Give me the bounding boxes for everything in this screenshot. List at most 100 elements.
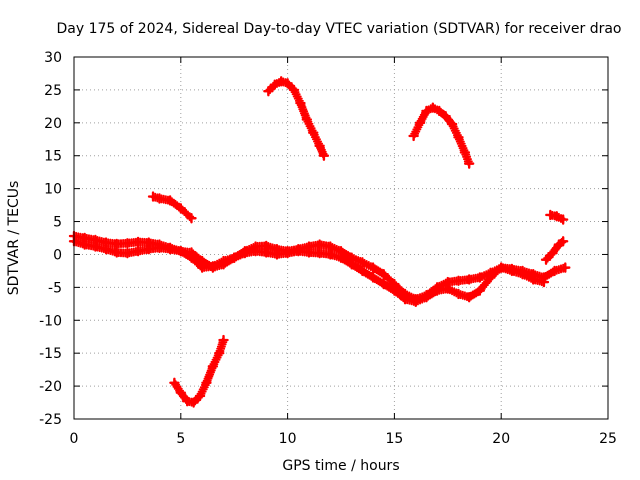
data-point bbox=[79, 239, 90, 250]
data-point bbox=[188, 397, 199, 408]
series-arc-h bbox=[540, 236, 569, 265]
data-point bbox=[169, 377, 180, 388]
data-point bbox=[90, 241, 101, 252]
series-arc-f bbox=[408, 102, 475, 169]
data-point bbox=[282, 247, 293, 259]
data-point bbox=[132, 245, 144, 257]
data-point bbox=[357, 257, 368, 268]
data-point bbox=[346, 259, 357, 270]
data-point bbox=[506, 265, 518, 277]
data-point bbox=[421, 105, 432, 117]
data-point bbox=[293, 245, 304, 257]
data-point bbox=[414, 117, 426, 129]
series-arc-e bbox=[263, 76, 330, 161]
data-point bbox=[410, 296, 421, 308]
data-point bbox=[517, 269, 528, 280]
y-tick-label: -20 bbox=[39, 379, 62, 395]
data-point bbox=[540, 254, 552, 265]
data-point bbox=[275, 76, 287, 87]
data-point bbox=[288, 84, 300, 96]
data-point bbox=[551, 211, 562, 222]
data-point bbox=[308, 127, 319, 138]
data-point bbox=[154, 193, 165, 204]
x-tick-label: 15 bbox=[385, 431, 403, 447]
data-point bbox=[463, 158, 475, 169]
axis-ticks: 0 5 10 15 20 25 -25 -20 -15 -10 -5 0 5 10 15 20 25 30 bbox=[39, 50, 617, 447]
data-point bbox=[314, 247, 325, 259]
series-arc-g bbox=[545, 209, 569, 225]
data-point bbox=[496, 262, 507, 273]
data-point bbox=[549, 265, 560, 277]
data-point bbox=[164, 195, 176, 206]
data-point bbox=[271, 249, 283, 260]
data-point bbox=[196, 255, 208, 267]
data-point bbox=[218, 259, 229, 270]
data-point bbox=[182, 396, 193, 407]
data-point bbox=[261, 247, 272, 258]
grid bbox=[74, 57, 608, 419]
data-point bbox=[538, 276, 550, 288]
x-tick-label: 0 bbox=[70, 431, 79, 447]
data-point bbox=[560, 262, 571, 273]
data-point bbox=[453, 132, 464, 143]
data-point bbox=[421, 292, 432, 303]
y-tick-label: 15 bbox=[44, 149, 62, 165]
data-point bbox=[100, 243, 112, 255]
data-point bbox=[175, 245, 186, 257]
x-tick-label: 10 bbox=[279, 431, 297, 447]
series-arc-d bbox=[169, 334, 229, 408]
data-point bbox=[301, 114, 313, 125]
data-point bbox=[528, 274, 539, 285]
y-tick-label: -10 bbox=[39, 313, 62, 329]
data-point bbox=[295, 97, 306, 109]
y-axis-label: SDTVAR / TECUs bbox=[6, 181, 22, 296]
data-point bbox=[122, 238, 133, 249]
data-point bbox=[367, 272, 379, 283]
data-point bbox=[446, 118, 458, 130]
data-point bbox=[147, 191, 159, 202]
y-tick-label: 0 bbox=[53, 247, 62, 263]
data-point bbox=[463, 292, 475, 303]
data-point bbox=[207, 262, 219, 273]
data-point bbox=[557, 236, 569, 247]
data-point bbox=[545, 209, 556, 221]
x-axis-label: GPS time / hours bbox=[282, 458, 399, 474]
data-point bbox=[335, 252, 347, 263]
data-point bbox=[463, 274, 475, 285]
data-point bbox=[194, 390, 206, 402]
data-point bbox=[485, 272, 496, 283]
data-point bbox=[357, 265, 368, 277]
data-point bbox=[122, 247, 133, 259]
data-point bbox=[440, 111, 451, 122]
data-point bbox=[132, 236, 144, 248]
data-point bbox=[214, 347, 225, 359]
data-point bbox=[557, 214, 569, 225]
y-tick-label: 5 bbox=[53, 215, 62, 231]
data-point bbox=[389, 285, 400, 296]
data-point bbox=[164, 243, 176, 255]
plot-frame bbox=[73, 56, 609, 420]
series-arc-c bbox=[147, 191, 197, 224]
data-point bbox=[239, 247, 251, 259]
x-tick-label: 20 bbox=[492, 431, 510, 447]
data-point bbox=[186, 213, 197, 224]
y-tick-label: 30 bbox=[44, 50, 62, 66]
data-point bbox=[325, 241, 336, 252]
data-point bbox=[431, 285, 443, 296]
data-point bbox=[269, 79, 280, 90]
data-point bbox=[111, 238, 122, 250]
data-point bbox=[229, 252, 240, 263]
data-point bbox=[378, 278, 389, 290]
y-tick-label: 25 bbox=[44, 83, 62, 99]
data-point bbox=[325, 249, 336, 260]
data-point bbox=[453, 275, 464, 286]
data-point bbox=[314, 239, 325, 250]
x-tick-label: 5 bbox=[176, 431, 185, 447]
data-point bbox=[408, 130, 419, 142]
data-point bbox=[427, 102, 439, 113]
data-point bbox=[314, 140, 325, 152]
data-point bbox=[154, 242, 165, 254]
data-point bbox=[143, 243, 154, 255]
data-point bbox=[399, 294, 411, 305]
